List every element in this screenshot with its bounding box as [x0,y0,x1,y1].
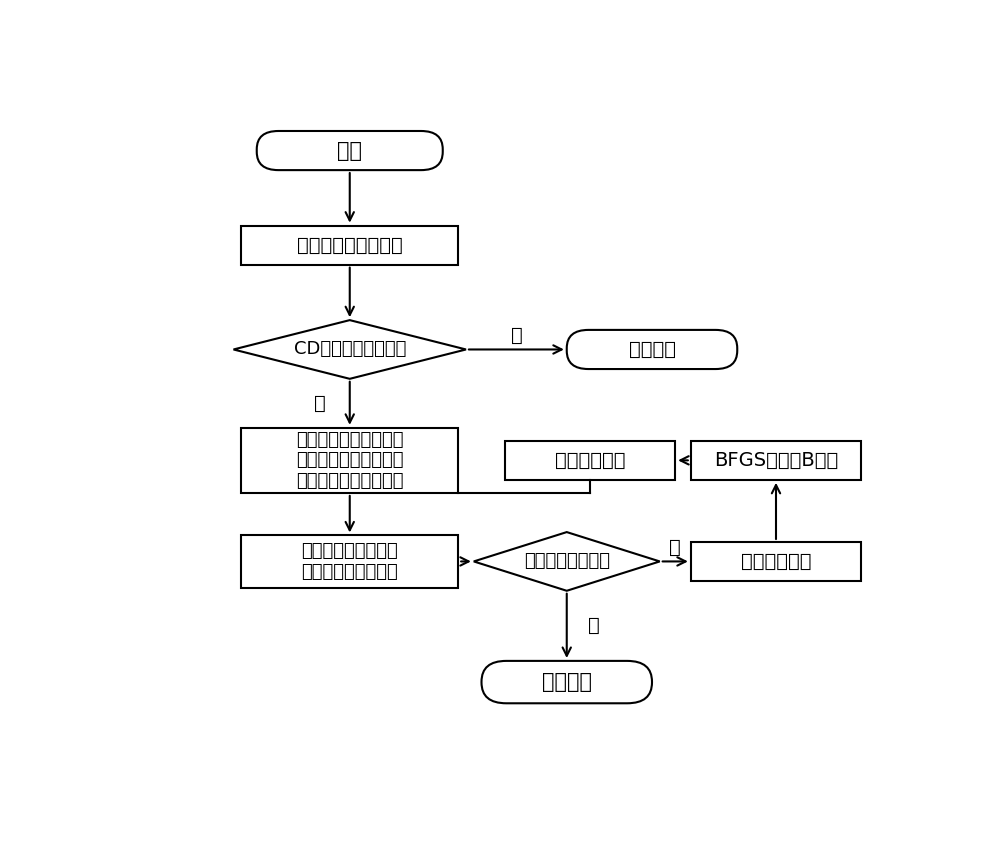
Text: 开始: 开始 [337,141,362,161]
FancyBboxPatch shape [241,225,458,264]
FancyBboxPatch shape [691,440,861,480]
Polygon shape [474,532,660,591]
Text: 是: 是 [511,325,522,345]
Text: 达到算法停止条件: 达到算法停止条件 [524,552,610,570]
FancyBboxPatch shape [567,329,737,369]
FancyBboxPatch shape [241,535,458,588]
Text: 是: 是 [588,617,600,635]
FancyBboxPatch shape [241,428,458,493]
Text: CD误差是否满足需求: CD误差是否满足需求 [294,340,406,358]
FancyBboxPatch shape [505,440,675,480]
Text: 根据光刻机特征信息设
定光刻仿真软件，初始
化光源，优化约束设置: 根据光刻机特征信息设 定光刻仿真软件，初始 化光源，优化约束设置 [296,430,404,490]
FancyBboxPatch shape [482,661,652,703]
Text: 计算搜索方向: 计算搜索方向 [741,552,811,571]
Polygon shape [234,320,466,379]
Text: 计算有障碍的评价值
有限差分法计算梯度: 计算有障碍的评价值 有限差分法计算梯度 [301,542,398,581]
Text: 否: 否 [669,538,681,556]
Text: 结束匹配: 结束匹配 [629,340,676,359]
FancyBboxPatch shape [691,542,861,581]
FancyBboxPatch shape [257,131,443,170]
Text: 否: 否 [314,394,326,412]
Text: 更新可调参数: 更新可调参数 [555,451,625,470]
Text: 结束匹配: 结束匹配 [542,672,592,692]
Text: BFGS法更新B矩阵: BFGS法更新B矩阵 [714,451,838,470]
Text: 检查光刻机参数设置: 检查光刻机参数设置 [297,235,403,255]
